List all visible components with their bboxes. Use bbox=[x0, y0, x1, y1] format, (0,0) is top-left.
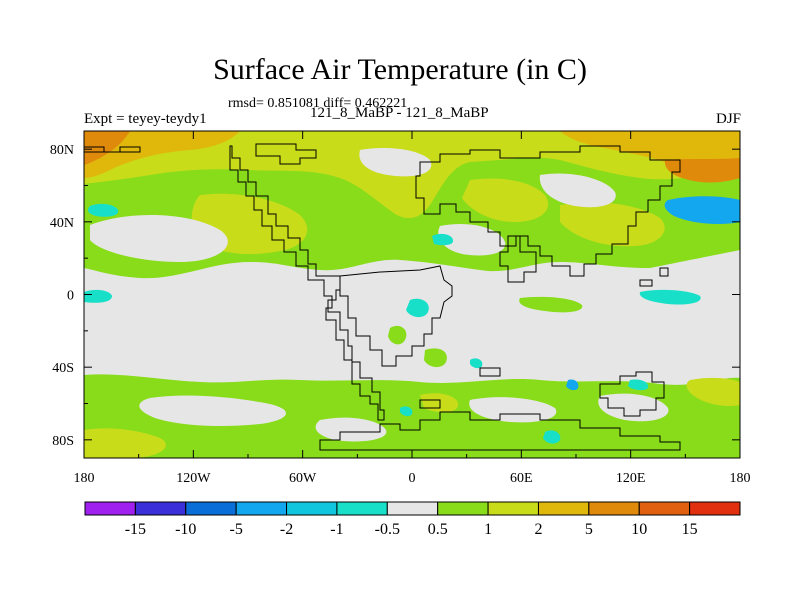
y-tick-label: 80N bbox=[50, 143, 74, 158]
colorbar-box bbox=[638, 501, 691, 516]
y-tick-label: 80S bbox=[52, 434, 74, 449]
colorbar-label: -10 bbox=[175, 521, 196, 538]
contour-cyan-north-4 bbox=[639, 289, 701, 305]
contour-cyan-north-5 bbox=[84, 289, 112, 303]
contour-cyan-south-1 bbox=[566, 379, 579, 391]
y-tick-label: 40N bbox=[50, 216, 74, 231]
x-tick-label: 60W bbox=[289, 471, 317, 486]
contour-cyan-south-5 bbox=[470, 358, 483, 369]
colorbar-box bbox=[588, 501, 640, 516]
colorbar-box bbox=[386, 501, 439, 516]
contour-gray-south-2 bbox=[469, 397, 557, 423]
chart-title: Surface Air Temperature (in C) bbox=[213, 53, 587, 86]
experiment-label: Expt = teyey-teydy1 bbox=[84, 111, 207, 127]
contour-gray-south-1 bbox=[139, 395, 287, 426]
y-tick-label: 0 bbox=[67, 289, 74, 304]
y-tick-label: 40S bbox=[52, 361, 74, 376]
contour-cyan-north-2 bbox=[88, 203, 119, 217]
contour-cyan-south-3 bbox=[543, 430, 561, 444]
contour-cyan-north-1 bbox=[664, 196, 740, 224]
colorbar-label: 15 bbox=[682, 521, 698, 538]
colorbar-box bbox=[437, 501, 489, 516]
colorbar-label: 1 bbox=[484, 521, 492, 538]
contour-darkorange-north-2 bbox=[664, 158, 740, 183]
colorbar-label: 10 bbox=[631, 521, 647, 538]
contour-gray-north-3 bbox=[539, 173, 616, 208]
colorbar-label: 2 bbox=[534, 521, 542, 538]
contour-gray-north-2 bbox=[359, 148, 432, 177]
colorbar-label: -5 bbox=[229, 521, 242, 538]
colorbar-box bbox=[689, 501, 741, 516]
colorbar-box bbox=[336, 501, 388, 516]
x-tick-label: 120W bbox=[176, 471, 211, 486]
colorbar-label: -15 bbox=[125, 521, 146, 538]
colorbar-label: -1 bbox=[330, 521, 343, 538]
x-tick-label: 60E bbox=[510, 471, 533, 486]
colorbar-box bbox=[185, 501, 237, 516]
contour-cyan-trop-1 bbox=[406, 298, 429, 318]
colorbar-box bbox=[537, 501, 590, 516]
colorbar-box bbox=[286, 501, 338, 516]
colorbar-label: -0.5 bbox=[375, 521, 400, 538]
colorbar-box bbox=[487, 501, 539, 516]
contour-cyan-south-2 bbox=[628, 379, 649, 391]
contour-cyan-north-3 bbox=[432, 233, 454, 246]
colorbar-label: 0.5 bbox=[428, 521, 448, 538]
contour-green-south bbox=[84, 374, 740, 458]
map-axis-ticks: 180 120W 60W 0 60E 120E 180 80N 40N 0 40S 80S bbox=[50, 131, 751, 486]
chart-subtitle: rmsd= 0.851081 diff= 0.462221 bbox=[228, 96, 408, 111]
contour-gray-south-4 bbox=[315, 417, 387, 442]
contour-gray-south-3 bbox=[598, 393, 669, 422]
colorbar-label: 5 bbox=[585, 521, 593, 538]
x-tick-label: 180 bbox=[74, 471, 95, 486]
season-label: DJF bbox=[715, 111, 741, 127]
x-tick-label: 180 bbox=[730, 471, 751, 486]
contour-yellow-north-4 bbox=[560, 202, 665, 247]
contour-green-trop-3 bbox=[424, 348, 447, 368]
colorbar-box bbox=[84, 501, 136, 516]
contour-cyan-south-4 bbox=[400, 406, 413, 417]
x-tick-label: 120E bbox=[616, 471, 646, 486]
continent-outlines bbox=[84, 143, 681, 451]
case-label: 121_8_MaBP - 121_8_MaBP bbox=[310, 105, 489, 121]
contour-yellow-north-3 bbox=[462, 178, 549, 222]
x-tick-label: 0 bbox=[409, 471, 416, 486]
colorbar-label: -2 bbox=[280, 521, 293, 538]
contour-gray-north-1 bbox=[90, 214, 228, 262]
colorbar-box bbox=[235, 501, 288, 516]
contour-orange-north-1 bbox=[84, 131, 240, 178]
contour-green-trop-1 bbox=[519, 296, 583, 313]
contour-yellow-south-2 bbox=[686, 377, 740, 406]
colorbar-box bbox=[134, 501, 187, 516]
contour-green-trop-2 bbox=[388, 325, 407, 345]
contour-yellow-south-1 bbox=[84, 428, 166, 458]
contour-darkorange-north bbox=[84, 131, 130, 165]
